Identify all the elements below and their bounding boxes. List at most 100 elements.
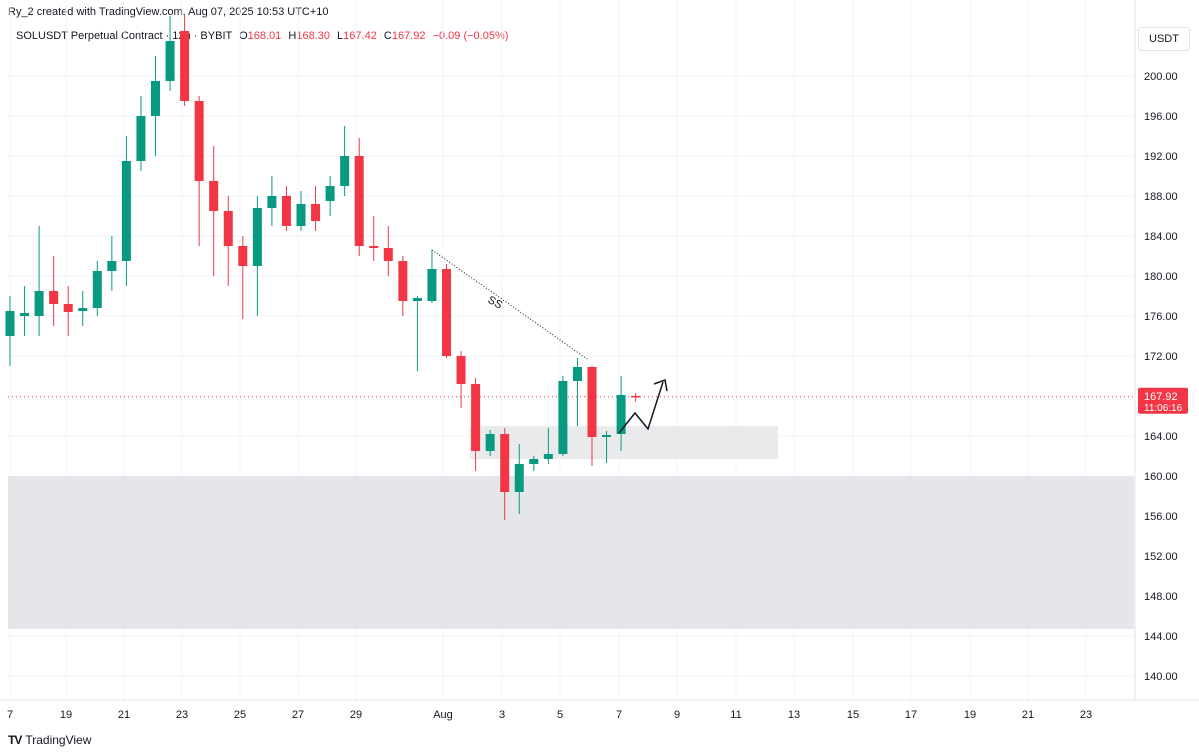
candle-body	[49, 291, 59, 304]
candle-body	[63, 304, 73, 312]
y-tick-label: 188.00	[1144, 191, 1178, 203]
candle-body	[165, 41, 175, 81]
y-tick-label: 192.00	[1144, 151, 1178, 163]
candle-body	[456, 356, 466, 384]
candle-body	[398, 261, 408, 301]
x-tick-label: 21	[118, 709, 130, 721]
candle-body	[5, 311, 15, 336]
tradingview-brand-text: TradingView	[25, 733, 92, 747]
trendline-label: SS	[486, 294, 505, 311]
candle-body	[354, 156, 364, 246]
x-tick-label: Aug	[433, 709, 453, 721]
open-label: O	[239, 30, 248, 42]
y-tick-label: 176.00	[1144, 311, 1178, 323]
x-tick-label: 9	[674, 709, 680, 721]
high-label: H	[288, 30, 297, 42]
candle-body	[485, 434, 495, 451]
candle-body	[514, 464, 524, 492]
x-tick-label: 7	[7, 709, 13, 721]
x-tick-label: 11	[730, 709, 741, 721]
candle-body	[34, 291, 44, 316]
x-tick-label: 23	[1080, 709, 1092, 721]
low-label: L	[337, 30, 344, 42]
x-tick-label: 3	[499, 709, 505, 721]
x-tick-label: 15	[847, 709, 859, 721]
y-tick-label: 152.00	[1144, 551, 1178, 563]
x-tick-label: 23	[176, 709, 188, 721]
candle-body	[412, 298, 422, 301]
countdown-label: 11:06:16	[1144, 403, 1183, 414]
candle-body	[296, 204, 306, 226]
candle-body	[340, 156, 350, 186]
candle-body	[587, 367, 597, 437]
candle-body	[369, 246, 379, 248]
candle-body	[107, 261, 117, 271]
attribution-text: Ry_2 created with TradingView.com, Aug 0…	[8, 6, 329, 18]
tradingview-logo-icon: TV	[8, 733, 22, 747]
candle-body	[558, 381, 568, 454]
current-price-label: 167.92	[1144, 391, 1178, 403]
candle-body	[180, 31, 190, 101]
candle-body	[500, 434, 510, 492]
y-tick-label: 156.00	[1144, 511, 1178, 523]
x-tick-label: 19	[60, 709, 72, 721]
y-tick-label: 172.00	[1144, 351, 1178, 363]
candle-body	[572, 367, 582, 381]
x-tick-label: 13	[788, 709, 800, 721]
y-tick-label: 148.00	[1144, 591, 1178, 603]
symbol-legend: SOLUSDT Perpetual Contract · 12h · BYBIT…	[16, 30, 508, 42]
x-tick-label: 17	[905, 709, 917, 721]
y-tick-label: 200.00	[1144, 71, 1178, 83]
trendline	[431, 249, 588, 360]
demand-zone	[8, 476, 1134, 629]
candle-body	[529, 459, 539, 464]
close-value: 167.92	[391, 30, 426, 42]
x-tick-label: 29	[350, 709, 362, 721]
currency-button[interactable]: USDT	[1138, 27, 1190, 51]
candle-body	[121, 161, 131, 261]
close-label: C	[383, 30, 392, 42]
candle-body	[194, 101, 204, 181]
current-price-badge	[1138, 387, 1188, 414]
candle-body	[136, 116, 146, 161]
y-tick-label: 184.00	[1144, 231, 1178, 243]
x-tick-label: 5	[557, 709, 563, 721]
open-value: 168.01	[247, 30, 282, 42]
footer-brand: TV TradingView	[8, 733, 91, 747]
candle-body	[281, 196, 291, 226]
candle-body	[543, 454, 553, 459]
candle-body	[325, 186, 335, 201]
projection-arrowhead	[653, 378, 668, 392]
candle-body	[616, 395, 626, 434]
x-tick-label: 27	[292, 709, 304, 721]
candle-body	[471, 384, 481, 451]
x-tick-label: 7	[616, 709, 622, 721]
candle-body	[92, 271, 102, 308]
y-tick-label: 196.00	[1144, 111, 1178, 123]
x-tick-label: 19	[964, 709, 976, 721]
candle-body	[427, 269, 437, 301]
change-value: −0.09 (−0.05%)	[432, 30, 509, 42]
y-tick-label: 164.00	[1144, 431, 1178, 443]
candle-body	[252, 208, 262, 266]
y-tick-label: 144.00	[1144, 631, 1178, 643]
candle-body	[223, 211, 233, 246]
candle-body	[209, 181, 219, 211]
candle-body	[311, 204, 321, 221]
candle-body	[442, 269, 451, 356]
candle-body	[238, 246, 248, 266]
y-tick-label: 140.00	[1144, 671, 1178, 683]
x-tick-label: 21	[1022, 709, 1034, 721]
y-tick-label: 160.00	[1144, 471, 1178, 483]
projection-path	[618, 381, 664, 434]
candle-body	[631, 395, 641, 398]
candle-body	[78, 308, 88, 311]
high-value: 168.30	[296, 30, 330, 42]
candle-body	[20, 313, 30, 316]
low-value: 167.42	[343, 30, 377, 42]
y-tick-label: 180.00	[1144, 271, 1178, 283]
candle-body	[383, 248, 393, 261]
candle-body	[602, 435, 612, 437]
candle-body	[267, 196, 277, 208]
